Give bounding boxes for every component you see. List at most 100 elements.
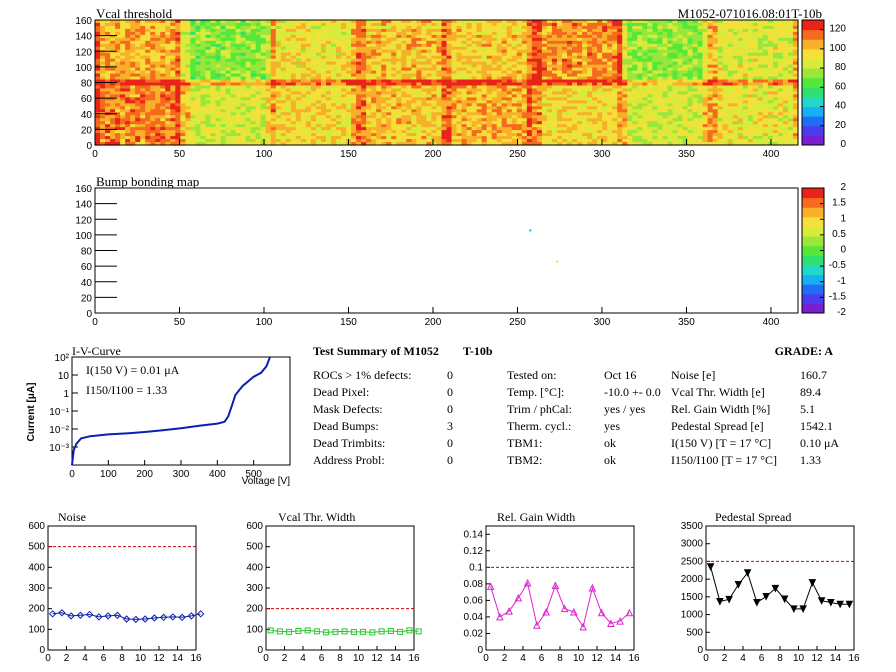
heatmap-cell xyxy=(396,91,402,96)
heatmap-cell xyxy=(240,130,247,134)
heatmap-cell xyxy=(421,118,428,122)
heatmap-cell xyxy=(160,85,166,90)
heatmap-cell xyxy=(481,121,488,125)
heatmap-cell xyxy=(185,130,192,134)
heatmap-cell xyxy=(602,118,608,122)
heatmap-cell xyxy=(607,20,613,24)
heatmap-cell xyxy=(110,37,116,42)
heatmap-cell xyxy=(115,58,121,63)
heatmap-cell xyxy=(230,97,237,101)
heatmap-cell xyxy=(406,130,412,134)
heatmap-cell xyxy=(135,52,141,57)
heatmap-cell xyxy=(506,106,513,110)
heatmap-cell xyxy=(160,40,166,45)
heatmap-cell xyxy=(110,55,116,60)
heatmap-cell xyxy=(210,31,217,36)
heatmap-cell xyxy=(190,40,197,45)
heatmap-cell xyxy=(582,118,588,122)
heatmap-cell xyxy=(215,115,222,119)
heatmap-cell xyxy=(582,79,588,84)
heatmap-cell xyxy=(95,55,101,60)
heatmap-cell xyxy=(612,55,618,60)
heatmap-cell xyxy=(130,97,136,101)
heatmap-cell xyxy=(431,34,438,39)
heatmap-cell xyxy=(516,118,523,122)
heatmap-cell xyxy=(426,46,433,51)
heatmap-cell xyxy=(305,82,312,87)
heatmap-cell xyxy=(647,79,653,84)
heatmap-cell xyxy=(607,79,613,84)
heatmap-cell xyxy=(361,106,367,110)
heatmap-cell xyxy=(250,58,257,63)
heatmap-cell xyxy=(351,79,357,84)
heatmap-cell xyxy=(200,136,207,140)
heatmap-cell xyxy=(436,142,443,146)
heatmap-cell xyxy=(195,20,202,24)
heatmap-cell xyxy=(592,52,598,57)
heatmap-cell xyxy=(456,58,463,63)
heatmap-cell xyxy=(255,124,262,128)
heatmap-cell xyxy=(165,79,171,84)
heatmap-cell xyxy=(305,31,312,36)
heatmap-cell xyxy=(180,70,186,75)
heatmap-cell xyxy=(205,34,212,39)
heatmap-cell xyxy=(632,115,638,119)
heatmap-cell xyxy=(597,58,603,63)
heatmap-cell xyxy=(230,133,237,137)
heatmap-cell xyxy=(346,61,352,66)
heatmap-cell xyxy=(215,91,222,96)
heatmap-cell xyxy=(265,82,272,87)
heatmap-cell xyxy=(265,70,272,75)
heatmap-cell xyxy=(150,52,156,57)
heatmap-cell xyxy=(556,133,563,137)
heatmap-cell xyxy=(662,46,669,51)
heatmap-cell xyxy=(391,58,397,63)
heatmap-cell xyxy=(391,49,397,54)
heatmap-cell xyxy=(541,49,548,54)
heatmap-cell xyxy=(320,49,327,54)
heatmap-cell xyxy=(526,124,533,128)
heatmap-cell xyxy=(376,37,382,42)
heatmap-cell xyxy=(567,25,573,30)
heatmap-cell xyxy=(331,49,337,54)
heatmap-cell xyxy=(536,34,543,39)
heatmap-cell xyxy=(140,52,146,57)
heatmap-cell xyxy=(572,103,578,107)
heatmap-cell xyxy=(215,20,222,24)
heatmap-cell xyxy=(170,130,176,134)
heatmap-cell xyxy=(521,22,528,27)
heatmap-cell xyxy=(255,49,262,54)
heatmap-cell xyxy=(270,52,277,57)
heatmap-cell xyxy=(642,79,648,84)
heatmap-cell xyxy=(175,124,181,128)
heatmap-cell xyxy=(331,97,337,101)
heatmap-cell xyxy=(230,67,237,72)
heatmap-cell xyxy=(637,49,643,54)
heatmap-cell xyxy=(607,67,613,72)
heatmap-cell xyxy=(396,79,402,84)
heatmap-cell xyxy=(320,127,327,131)
heatmap-cell xyxy=(401,76,407,81)
heatmap-cell xyxy=(642,34,648,39)
heatmap-cell xyxy=(290,85,297,90)
heatmap-cell xyxy=(551,55,558,60)
heatmap-cell xyxy=(290,37,297,42)
heatmap-cell xyxy=(230,31,237,36)
heatmap-cell xyxy=(451,58,458,63)
heatmap-cell xyxy=(602,115,608,119)
heatmap-cell xyxy=(567,121,573,125)
heatmap-cell xyxy=(366,142,372,146)
heatmap-cell xyxy=(587,121,593,125)
heatmap-cell xyxy=(481,112,488,116)
heatmap-cell xyxy=(205,139,212,143)
heatmap-cell xyxy=(120,118,126,122)
heatmap-cell xyxy=(210,43,217,48)
heatmap-cell xyxy=(341,25,347,30)
heatmap-cell xyxy=(225,58,232,63)
heatmap-cell xyxy=(371,139,377,143)
heatmap-cell xyxy=(351,34,357,39)
heatmap-cell xyxy=(546,22,553,27)
heatmap-cell xyxy=(622,136,628,140)
heatmap-cell xyxy=(647,34,653,39)
heatmap-cell xyxy=(381,22,387,27)
